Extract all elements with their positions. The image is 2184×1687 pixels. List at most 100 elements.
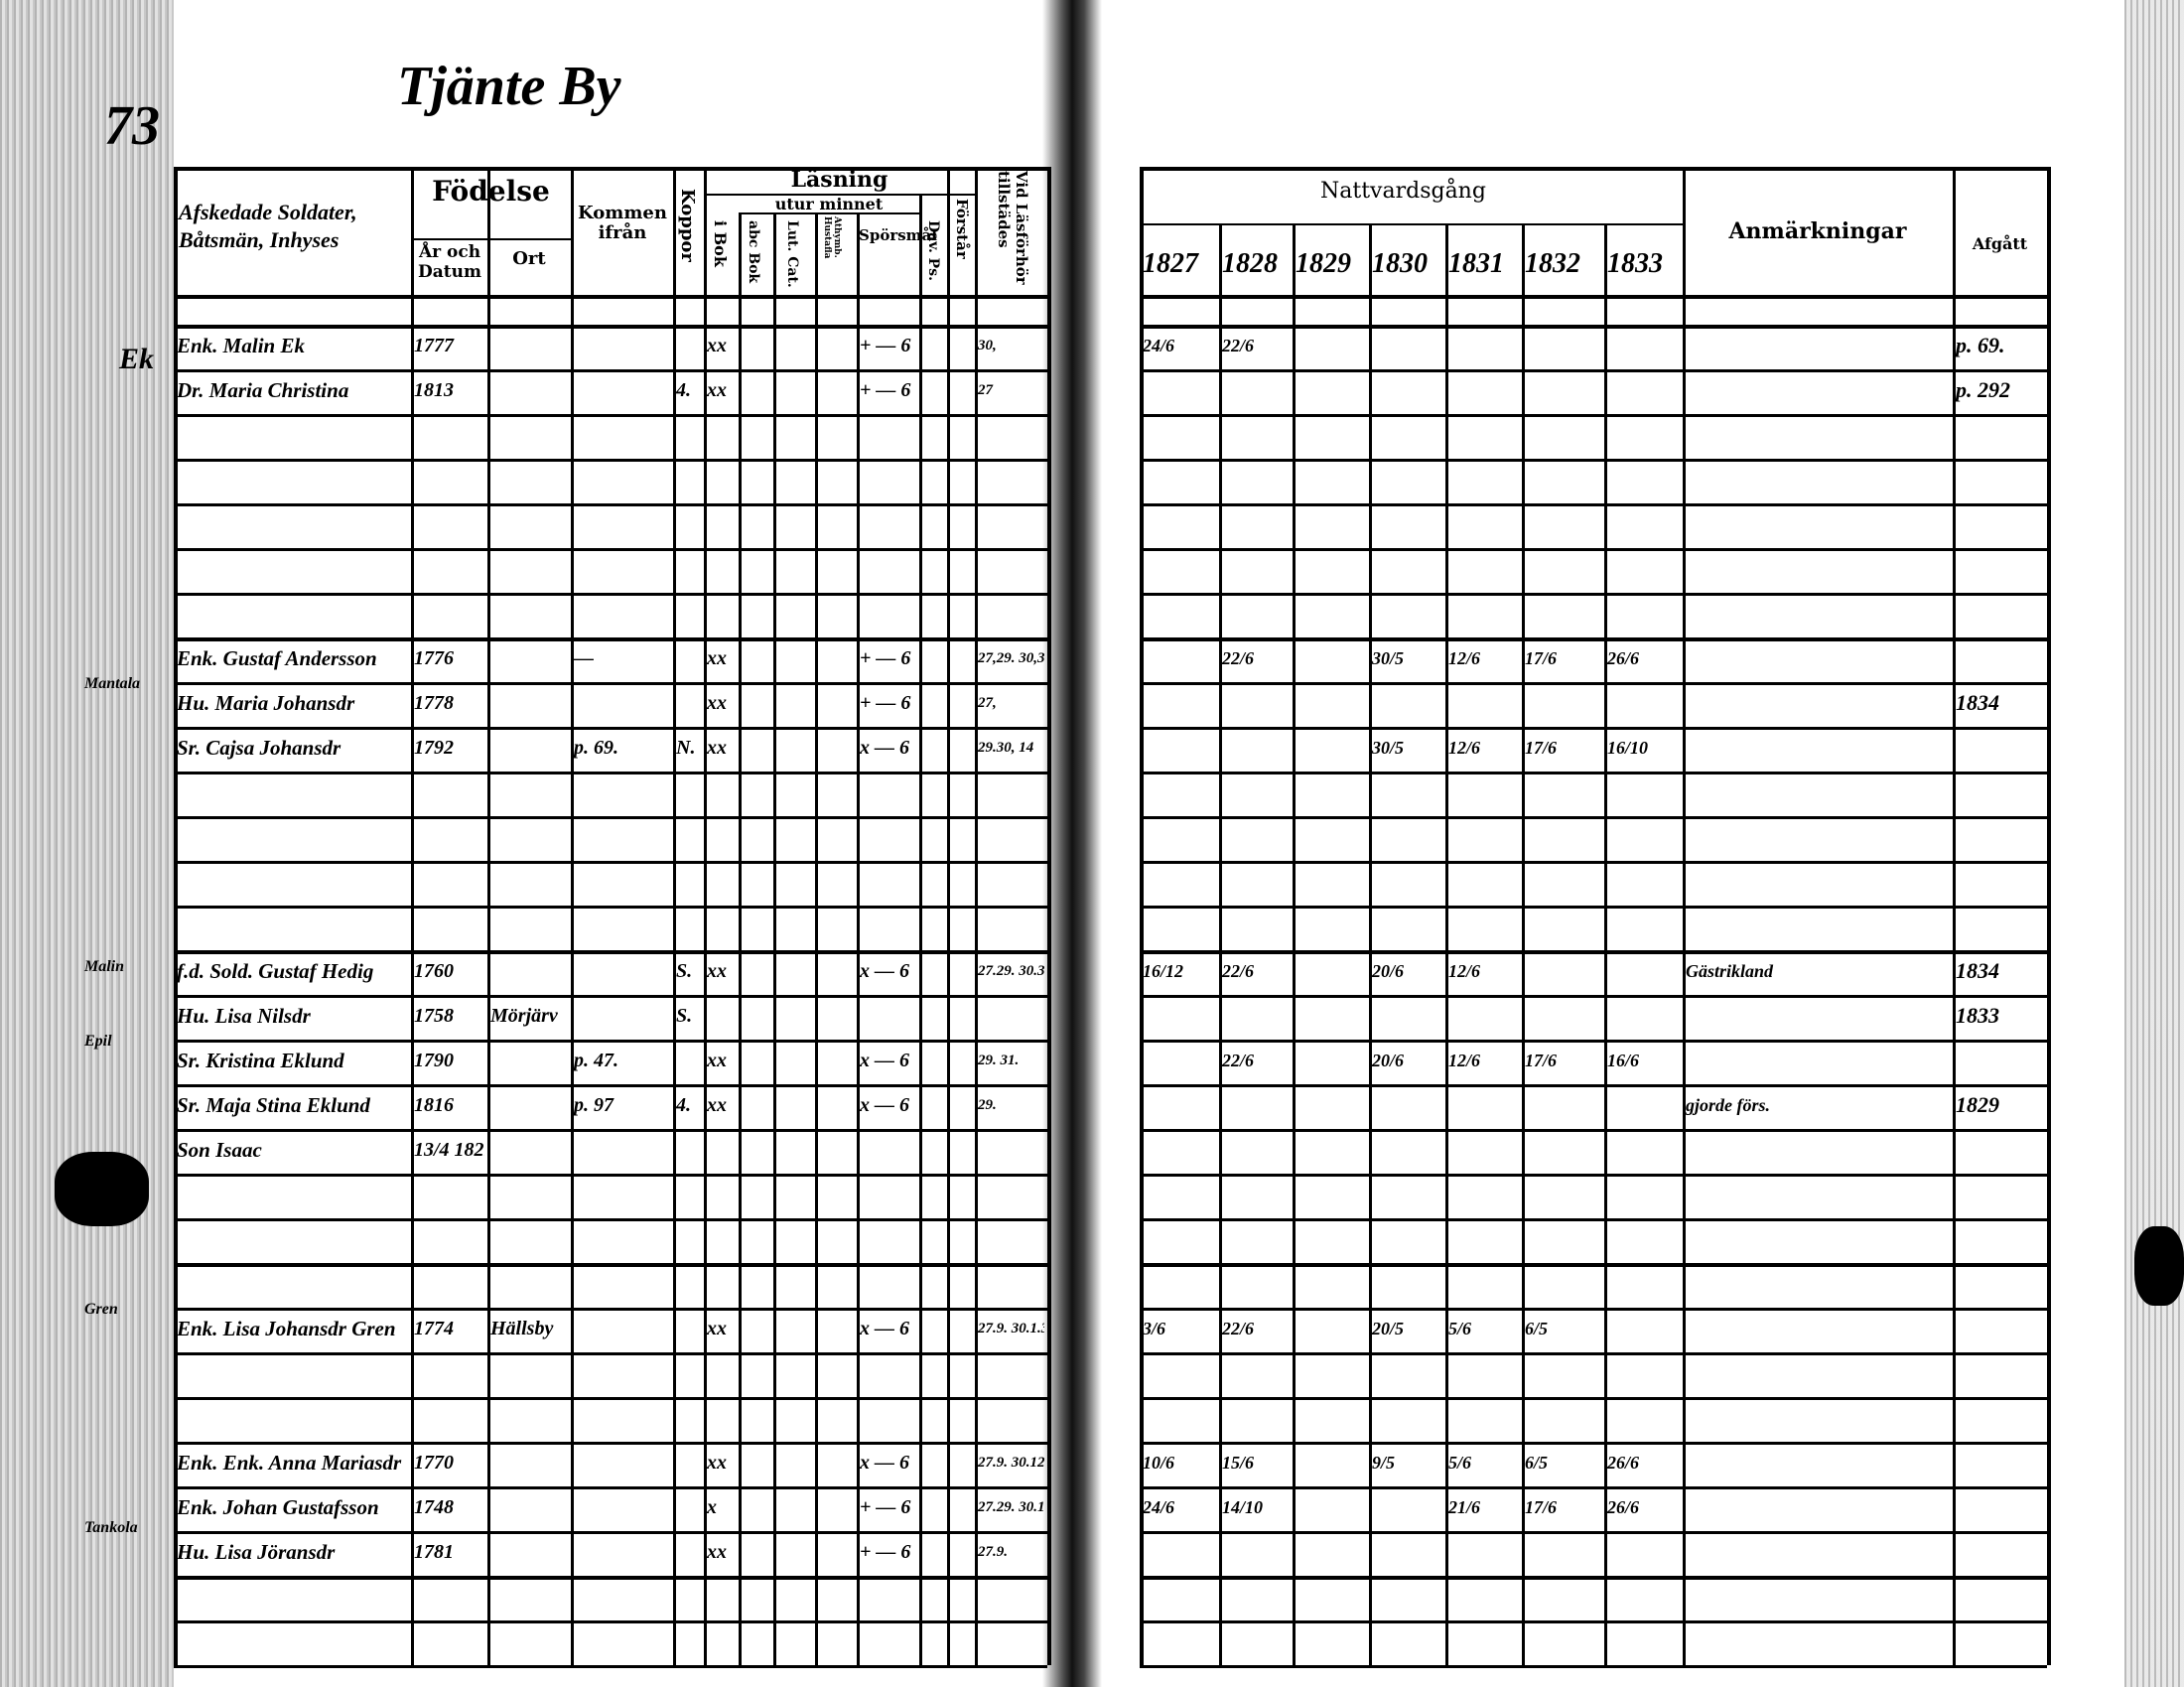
cell-kommen: p. 69.: [574, 737, 618, 759]
page-number: 73: [104, 95, 160, 157]
row-line: [174, 414, 1047, 417]
header-year-1828: 1828: [1222, 248, 1278, 279]
header-afgatt: Afgått: [1972, 234, 2028, 253]
header-year-1832: 1832: [1525, 248, 1580, 279]
column-line: [1047, 167, 1051, 1665]
cell-name: Enk. Lisa Johansdr Gren: [177, 1317, 396, 1340]
table-border: [1140, 167, 2047, 171]
cell-i-bok: xx: [707, 647, 727, 669]
row-line: [174, 861, 1047, 864]
cell-name: Sr. Cajsa Johansdr: [177, 736, 341, 760]
cell-nattvard: 12/6: [1448, 648, 1481, 668]
cell-birth: 1770: [414, 1452, 454, 1474]
cell-name: Enk. Enk. Anna Mariasdr: [177, 1451, 402, 1475]
cell-tillstades: 27: [978, 382, 993, 398]
cell-nattvard: 16/10: [1607, 738, 1649, 758]
cell-nattvard: 5/6: [1448, 1453, 1472, 1473]
village-title: Tjänte By: [397, 56, 621, 117]
cell-anmarkning: Gästrikland: [1686, 961, 1774, 981]
row-line: [174, 906, 1047, 909]
column-line: [1219, 223, 1222, 1665]
cell-name: Hu. Maria Johansdr: [177, 691, 355, 715]
margin-note: Malin: [84, 958, 125, 975]
row-line: [174, 1263, 1047, 1267]
cell-i-bok: xx: [707, 692, 727, 714]
column-line: [815, 212, 818, 1665]
cell-sporsmal: x — 6: [860, 1452, 909, 1474]
cell-sporsmal: x — 6: [860, 1318, 909, 1339]
cell-nattvard: 26/6: [1607, 1453, 1640, 1473]
row-line: [174, 1576, 1047, 1580]
header-lut-cat: Lut. Cat.: [784, 220, 800, 288]
cell-name: Hu. Lisa Jöransdr: [177, 1540, 336, 1564]
header-koppor: Koppor: [677, 189, 698, 262]
cell-kommen: —: [574, 647, 594, 669]
cell-nattvard: 22/6: [1222, 1051, 1255, 1070]
row-line: [174, 1620, 1047, 1623]
margin-note: Mantala: [84, 675, 141, 692]
row-line: [174, 1486, 1047, 1489]
cell-afgatt: 1829: [1956, 1092, 1999, 1117]
row-line: [174, 369, 1047, 372]
header-tillstades: Vid Läsförhör tillstädes: [995, 171, 1030, 285]
cell-nattvard: 6/5: [1525, 1453, 1549, 1473]
cell-birth: 1748: [414, 1496, 454, 1518]
column-line: [1604, 223, 1607, 1665]
row-line: [1140, 1576, 2047, 1580]
cell-koppor: 4.: [676, 1094, 691, 1116]
cell-tillstades: 29.30, 14: [978, 740, 1034, 756]
column-line: [919, 194, 922, 1665]
cell-tillstades: 30,: [978, 338, 997, 353]
row-line: [1140, 414, 2047, 417]
cell-tillstades: 27.9.: [978, 1544, 1008, 1560]
column-line: [1140, 167, 1144, 1665]
row-line: [174, 1218, 1047, 1221]
cell-i-bok: xx: [707, 1094, 727, 1116]
header-divider: [1140, 295, 2047, 299]
row-line: [1140, 1218, 2047, 1221]
cell-nattvard: 17/6: [1525, 1051, 1558, 1070]
header-athymb: Athymb. Hustafla: [822, 216, 842, 259]
table-border: [174, 167, 1047, 171]
column-line: [947, 167, 950, 1665]
column-line: [673, 167, 676, 1665]
row-line: [174, 950, 1047, 954]
cell-koppor: S.: [676, 1005, 693, 1027]
header-divider: [411, 238, 571, 240]
cell-tillstades: 27.29. 30.12: [978, 1499, 1044, 1515]
cell-i-bok: xx: [707, 737, 727, 759]
column-line: [773, 212, 776, 1665]
right-page-edge: [2124, 0, 2184, 1687]
row-line: [1140, 1442, 2047, 1445]
left-page-edge: [0, 0, 174, 1687]
cell-tillstades: 27,: [978, 695, 997, 711]
cell-name: Son Isaac: [177, 1138, 262, 1162]
header-year-1829: 1829: [1296, 248, 1351, 279]
cell-sporsmal: + — 6: [860, 379, 911, 401]
row-line: [174, 1665, 1047, 1668]
row-line: [174, 1084, 1047, 1087]
cell-afgatt: p. 292: [1956, 377, 2010, 402]
row-line: [174, 459, 1047, 462]
header-i-bok: i Bok: [711, 220, 730, 267]
header-nattvardsgang: Nattvardsgång: [1320, 179, 1486, 204]
cell-nattvard: 12/6: [1448, 961, 1481, 981]
cell-sporsmal: + — 6: [860, 1541, 911, 1563]
cell-kommen: p. 97: [574, 1094, 614, 1116]
row-line: [1140, 1620, 2047, 1623]
cell-tillstades: 27,29. 30,31: [978, 650, 1044, 666]
cell-ort: Mörjärv: [490, 1005, 558, 1027]
cell-nattvard: 17/6: [1525, 648, 1558, 668]
row-line: [1140, 1352, 2047, 1355]
cell-tillstades: 27.9. 30.1.34: [978, 1321, 1044, 1336]
row-line: [1140, 772, 2047, 774]
cell-nattvard: 14/10: [1222, 1497, 1264, 1517]
column-line: [1445, 223, 1448, 1665]
cell-nattvard: 22/6: [1222, 961, 1255, 981]
header-dav-ps: Dav. Ps.: [925, 220, 941, 281]
cell-i-bok: xx: [707, 960, 727, 982]
cell-nattvard: 21/6: [1448, 1497, 1481, 1517]
cell-birth: 1774: [414, 1318, 454, 1339]
cell-nattvard: 20/6: [1372, 1051, 1405, 1070]
row-line: [1140, 727, 2047, 730]
